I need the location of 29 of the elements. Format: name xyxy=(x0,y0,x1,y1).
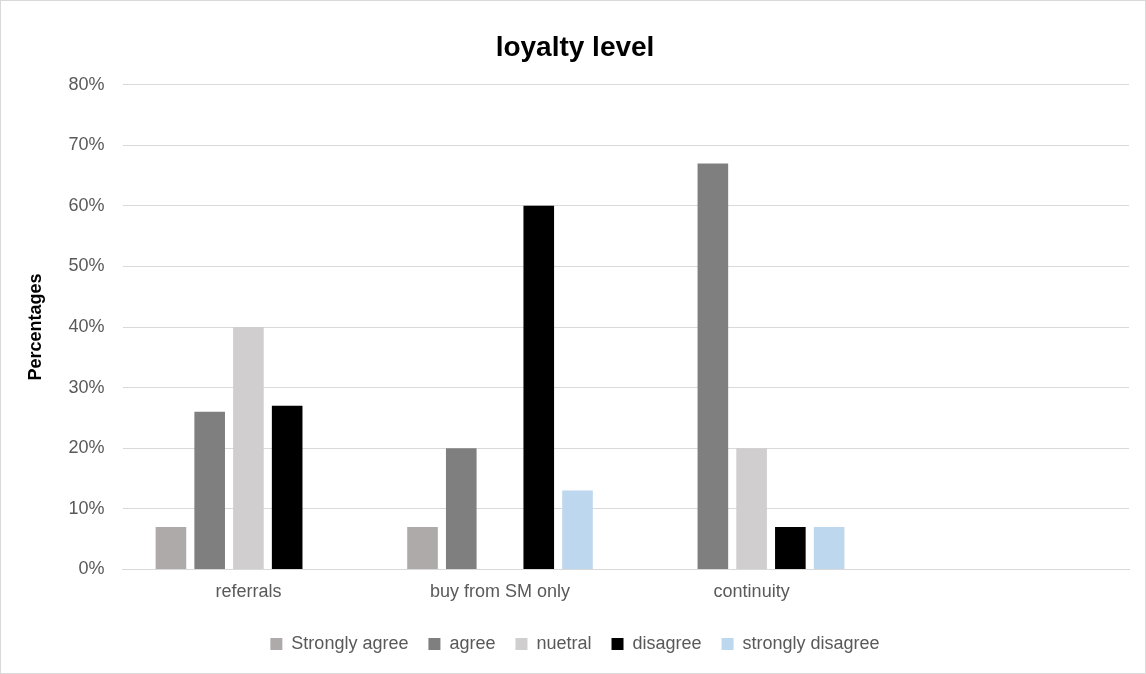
y-tick-label: 20% xyxy=(68,437,105,458)
bar xyxy=(445,448,477,569)
bar xyxy=(271,405,303,569)
x-tick-label: continuity xyxy=(713,581,790,602)
y-tick-label: 40% xyxy=(68,315,105,336)
x-tick-label: referrals xyxy=(215,581,282,602)
x-tick-label: buy from SM only xyxy=(429,581,571,602)
y-tick-label: 50% xyxy=(68,255,105,276)
y-axis-title: Percentages xyxy=(24,273,45,381)
bar xyxy=(407,526,438,569)
legend-label: strongly disagree xyxy=(742,632,880,653)
y-tick-label: 70% xyxy=(68,134,105,155)
y-tick-label: 10% xyxy=(68,497,105,518)
y-tick-label: 0% xyxy=(78,558,105,579)
chart-title: loyalty level xyxy=(495,30,655,62)
legend-label: Strongly agree xyxy=(291,632,409,653)
bar xyxy=(194,411,225,569)
bar xyxy=(697,163,729,569)
bar xyxy=(523,205,555,569)
legend-label: disagree xyxy=(632,632,702,653)
bar xyxy=(813,526,845,569)
bar xyxy=(562,490,593,569)
bar xyxy=(155,526,187,569)
y-tick-label: 80% xyxy=(68,73,105,94)
legend-label: agree xyxy=(449,632,496,653)
legend-label: nuetral xyxy=(536,632,592,653)
y-tick-label: 30% xyxy=(68,376,105,397)
y-tick-label: 60% xyxy=(68,194,105,215)
bar xyxy=(775,526,806,569)
